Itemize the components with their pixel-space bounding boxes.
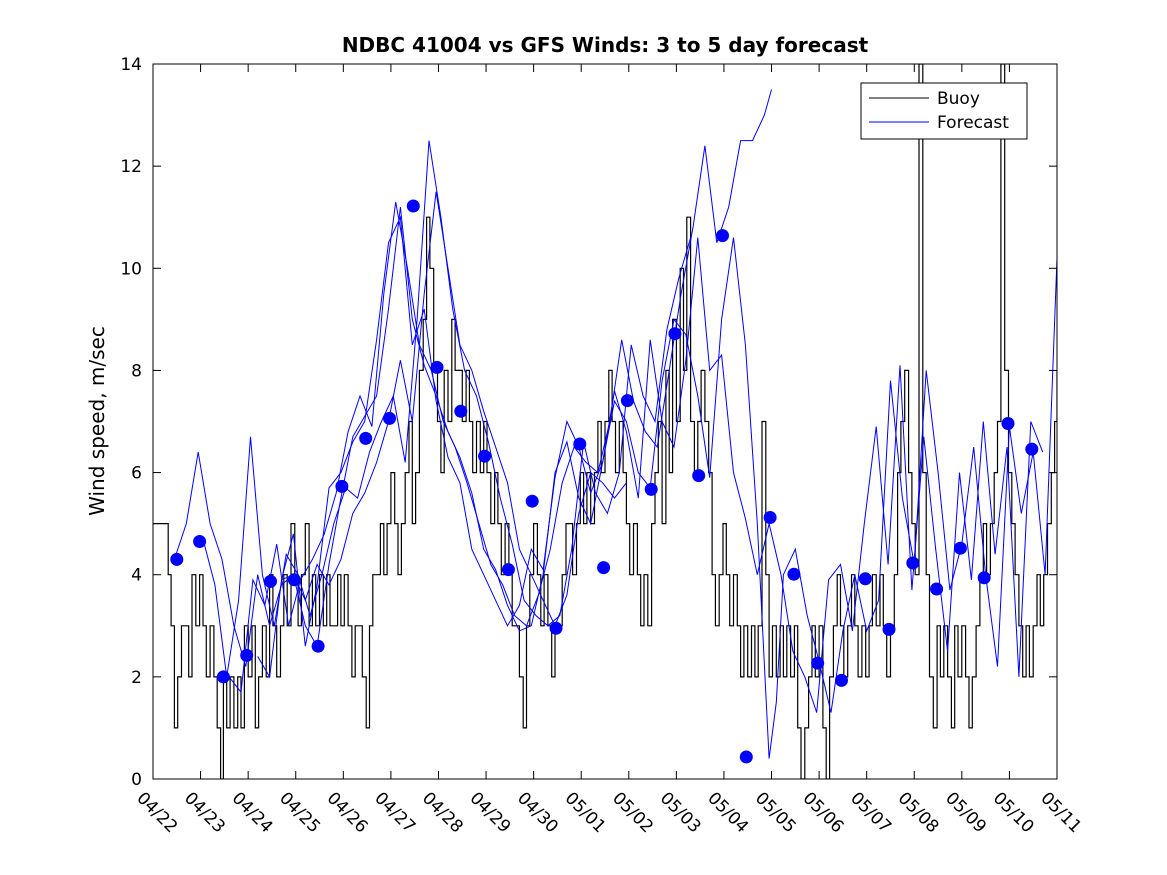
- forecast-marker-13: [454, 404, 468, 418]
- y-tick-label-2: 4: [131, 566, 142, 586]
- forecast-marker-14: [478, 449, 492, 463]
- forecast-marker-20: [620, 394, 634, 408]
- forecast-marker-27: [787, 567, 801, 581]
- forecast-marker-3: [216, 670, 230, 684]
- y-tick-label-3: 6: [131, 464, 142, 484]
- forecast-marker-16: [525, 494, 539, 508]
- forecast-marker-4: [240, 648, 254, 662]
- y-tick-label-6: 12: [120, 157, 142, 177]
- forecast-marker-21: [644, 482, 658, 496]
- forecast-marker-32: [906, 556, 920, 570]
- plot-frame: [152, 63, 1058, 780]
- y-tick-label-7: 14: [120, 55, 142, 75]
- y-axis-label: Wind speed, m/sec: [85, 326, 109, 516]
- forecast-marker-24: [716, 229, 729, 243]
- forecast-marker-36: [1001, 417, 1015, 430]
- forecast-marker-1: [170, 552, 184, 566]
- forecast-marker-28: [811, 656, 825, 670]
- y-tick-label-4: 8: [131, 361, 142, 381]
- legend-label-buoy: Buoy: [937, 89, 980, 109]
- chart-title: NDBC 41004 vs GFS Winds: 3 to 5 day fore…: [342, 33, 869, 57]
- series-line-buoy: [153, 64, 1057, 779]
- legend: Buoy Forecast: [860, 82, 1028, 140]
- forecast-marker-33: [930, 582, 944, 596]
- forecast-marker-37: [1025, 442, 1039, 456]
- y-tick-label-1: 2: [131, 668, 142, 688]
- series-line-forecast-5: [281, 215, 1044, 713]
- forecast-marker-23: [692, 469, 706, 483]
- plot-area: [152, 63, 1058, 780]
- forecast-marker-22: [668, 327, 682, 341]
- series-line-forecast-1: [173, 191, 627, 667]
- y-tick-label-0: 0: [131, 770, 142, 790]
- forecast-marker-18: [573, 437, 587, 451]
- forecast-marker-6: [287, 573, 301, 587]
- y-tick-label-5: 10: [120, 259, 142, 279]
- forecast-marker-30: [858, 572, 872, 586]
- forecast-marker-35: [977, 571, 991, 585]
- series-layer: [153, 64, 1057, 779]
- forecast-marker-31: [882, 622, 896, 636]
- forecast-marker-2: [193, 535, 207, 548]
- forecast-marker-8: [335, 479, 349, 493]
- legend-box: [860, 82, 1028, 140]
- forecast-marker-10: [383, 411, 396, 425]
- forecast-marker-26: [763, 511, 777, 524]
- legend-label-forecast: Forecast: [937, 113, 1009, 133]
- forecast-marker-17: [549, 621, 563, 635]
- forecast-marker-34: [953, 541, 967, 555]
- series-line-forecast-2: [202, 140, 692, 677]
- forecast-marker-5: [264, 574, 277, 588]
- forecast-marker-25: [739, 750, 753, 764]
- series-line-forecast-4: [257, 206, 1057, 759]
- forecast-marker-9: [359, 431, 373, 445]
- forecast-marker-12: [430, 360, 444, 374]
- forecast-marker-11: [406, 199, 420, 213]
- forecast-marker-19: [597, 561, 611, 575]
- forecast-marker-29: [835, 673, 848, 687]
- series-line-forecast-3: [228, 89, 772, 694]
- forecast-marker-7: [311, 639, 325, 653]
- forecast-marker-15: [501, 563, 515, 577]
